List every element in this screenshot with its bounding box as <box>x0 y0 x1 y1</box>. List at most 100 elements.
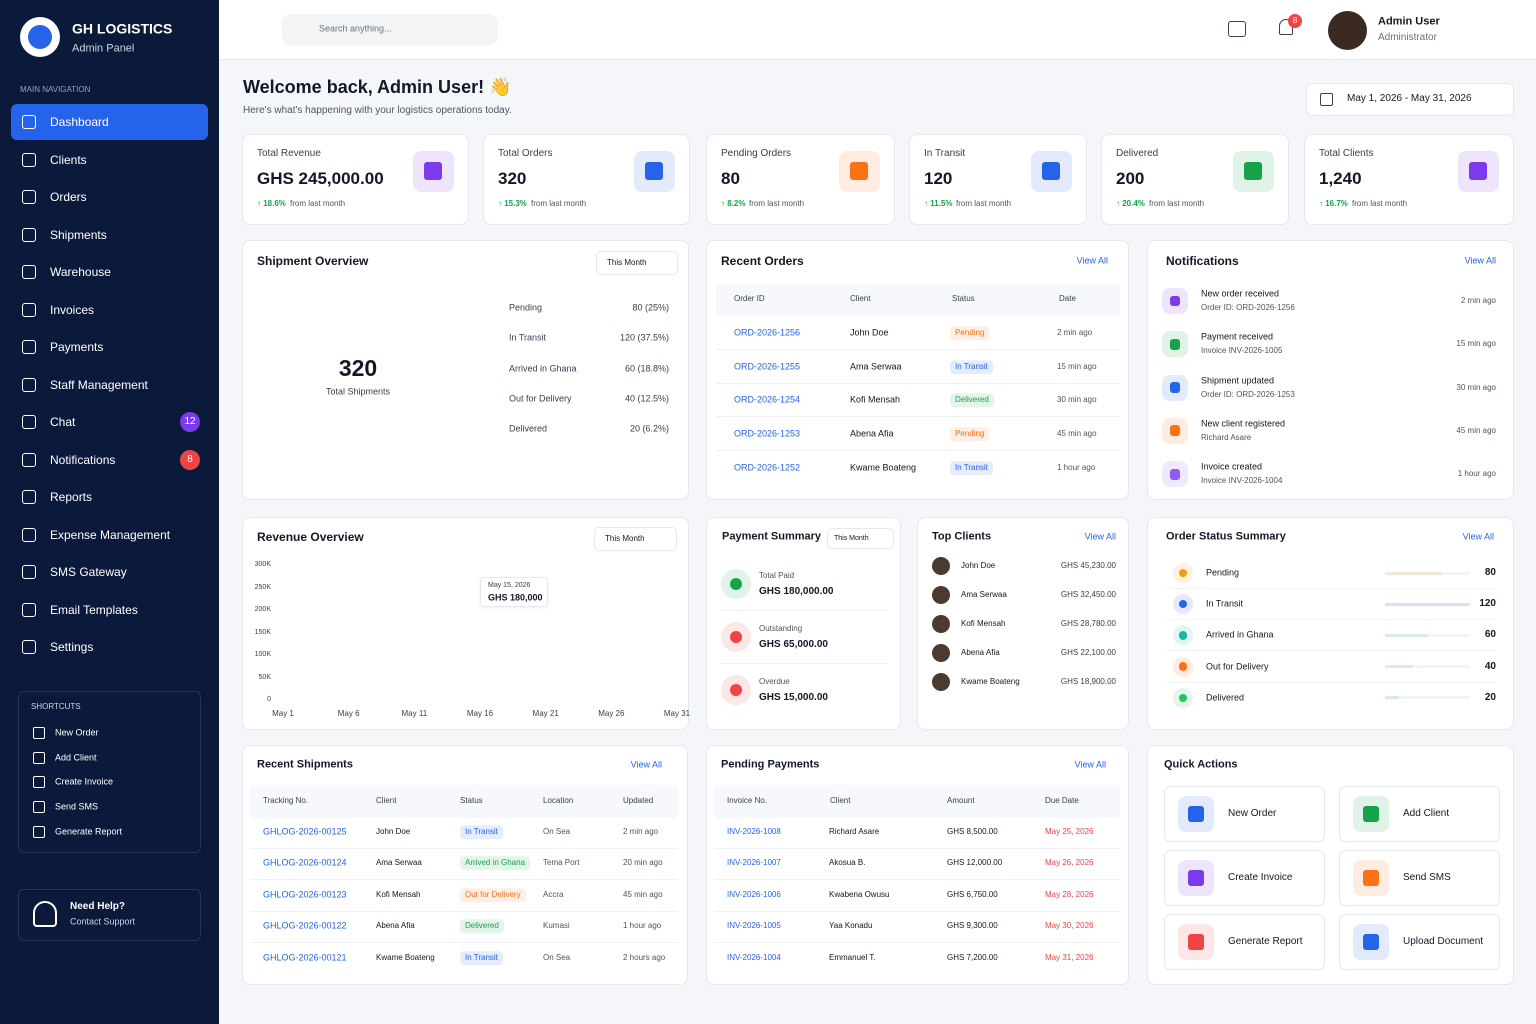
invoice-number[interactable]: INV-2026-1008 <box>727 827 781 837</box>
brand: GH LOGISTICS <box>72 20 173 37</box>
shortcut[interactable]: Add Client <box>55 752 97 763</box>
nav-icon <box>22 115 36 129</box>
nav-item[interactable]: Warehouse <box>50 264 111 279</box>
nav-icon <box>22 640 36 654</box>
column-header: Location <box>543 796 574 806</box>
nav-item[interactable]: Settings <box>50 639 94 654</box>
view-all[interactable]: View All <box>1076 255 1108 266</box>
chat-icon[interactable] <box>1228 21 1246 37</box>
nav-icon <box>22 452 36 467</box>
help-panel[interactable] <box>18 889 201 941</box>
nav-item[interactable]: Payments <box>50 339 104 354</box>
tracking-number[interactable]: GHLOG-2026-00125 <box>263 826 347 837</box>
nav-item[interactable]: Reports <box>50 489 93 504</box>
status-icon-glyph <box>1178 693 1188 702</box>
nav-icon <box>22 190 36 204</box>
nav-item[interactable]: Staff Management <box>50 377 148 392</box>
invoice-number[interactable]: INV-2026-1006 <box>727 890 781 900</box>
shortcut-icon <box>33 776 45 789</box>
quick-action-icon-glyph <box>1363 806 1379 822</box>
search-box[interactable] <box>282 14 498 45</box>
view-all[interactable]: View All <box>1074 759 1106 770</box>
client-name: Ama Serwaa <box>961 590 1007 600</box>
client-name: Ama Serwaa <box>376 858 422 868</box>
brand-subtitle: Admin Panel <box>72 42 135 55</box>
status-badge: Out for Delivery <box>460 888 526 902</box>
order-id[interactable]: ORD-2026-1255 <box>734 361 801 372</box>
nav-item[interactable]: Email Templates <box>50 602 138 617</box>
updated: 2 hours ago <box>623 953 666 963</box>
invoice-number[interactable]: INV-2026-1004 <box>727 953 781 963</box>
stat-value: 1,240 <box>1319 168 1362 188</box>
nav-item[interactable]: Invoices <box>50 302 95 317</box>
row-divider <box>716 383 1120 384</box>
tracking-number[interactable]: GHLOG-2026-00124 <box>263 857 347 868</box>
row-divider <box>716 416 1120 417</box>
tracking-number[interactable]: GHLOG-2026-00121 <box>263 952 347 963</box>
status-track <box>1385 602 1470 606</box>
nav-item[interactable]: Chat <box>50 414 76 429</box>
shortcut[interactable]: Generate Report <box>55 826 123 837</box>
x-tick-label: May 21 <box>532 709 559 719</box>
period-dropdown[interactable] <box>827 528 894 549</box>
legend-value: 40 (12.5%) <box>624 393 669 404</box>
tracking-number[interactable]: GHLOG-2026-00122 <box>263 920 347 931</box>
nav-icon <box>22 527 36 542</box>
period-dropdown[interactable] <box>594 527 677 551</box>
y-tick-label: 50K <box>258 673 271 681</box>
view-all[interactable]: View All <box>630 759 662 770</box>
nav-item[interactable]: Dashboard <box>50 114 109 129</box>
stat-note: from last month <box>1149 199 1205 209</box>
client-name: Emmanuel T. <box>829 953 876 963</box>
client-avatar <box>932 644 950 662</box>
card-title: Payment Summary <box>722 530 822 543</box>
nav-item[interactable]: Orders <box>50 189 87 204</box>
view-all[interactable]: View All <box>1464 255 1496 266</box>
nav-item[interactable]: Clients <box>50 152 87 167</box>
row-divider <box>714 848 1120 849</box>
nav-item[interactable]: Shipments <box>50 227 107 242</box>
x-tick-label: May 26 <box>598 709 625 719</box>
tracking-number[interactable]: GHLOG-2026-00123 <box>263 889 347 900</box>
table-header <box>714 785 1120 818</box>
nav-item[interactable]: Expense Management <box>50 527 171 542</box>
order-id[interactable]: ORD-2026-1252 <box>734 462 801 473</box>
stat-label: Pending Orders <box>721 148 792 159</box>
client-name: Kwabena Owusu <box>829 890 890 900</box>
status-count: 40 <box>1484 660 1496 672</box>
shortcut[interactable]: Send SMS <box>55 801 99 812</box>
stat-icon-glyph <box>850 162 868 180</box>
card-title: Order Status Summary <box>1166 530 1286 543</box>
period-dropdown[interactable] <box>596 251 678 275</box>
order-id[interactable]: ORD-2026-1253 <box>734 428 801 439</box>
invoice-number[interactable]: INV-2026-1005 <box>727 921 781 931</box>
nav-item[interactable]: Notifications <box>50 452 116 467</box>
date-picker[interactable] <box>1306 83 1514 116</box>
stat-change: ↑ 20.4% <box>1116 199 1145 209</box>
nav-item[interactable]: SMS Gateway <box>50 564 127 579</box>
donut-total-label: Total Shipments <box>325 386 391 397</box>
updated: 45 min ago <box>623 890 663 900</box>
tooltip-date: May 15, 2026 <box>488 581 531 589</box>
invoice-number[interactable]: INV-2026-1007 <box>727 858 781 868</box>
welcome-subtitle: Here's what's happening with your logist… <box>243 105 512 116</box>
top-clients-card <box>917 517 1129 730</box>
card-title: Top Clients <box>932 530 992 543</box>
quick-action-label: Add Client <box>1403 808 1450 819</box>
view-all[interactable]: View All <box>1084 531 1116 542</box>
view-all[interactable]: View All <box>1462 531 1494 542</box>
donut-total: 320 <box>338 355 378 382</box>
client-name: Abena Afia <box>961 648 1000 658</box>
order-id[interactable]: ORD-2026-1256 <box>734 327 801 338</box>
row-divider <box>714 879 1120 880</box>
quick-action-label: Upload Document <box>1403 936 1484 947</box>
status-badge: Delivered <box>460 919 504 933</box>
shortcut[interactable]: Create Invoice <box>55 776 114 787</box>
client-amount: GHS 28,780.00 <box>1060 619 1116 629</box>
avatar[interactable] <box>1328 11 1367 50</box>
order-id[interactable]: ORD-2026-1254 <box>734 394 801 405</box>
divider <box>1166 619 1496 621</box>
shortcut[interactable]: New Order <box>55 727 99 738</box>
notification-icon-glyph <box>1169 338 1181 350</box>
